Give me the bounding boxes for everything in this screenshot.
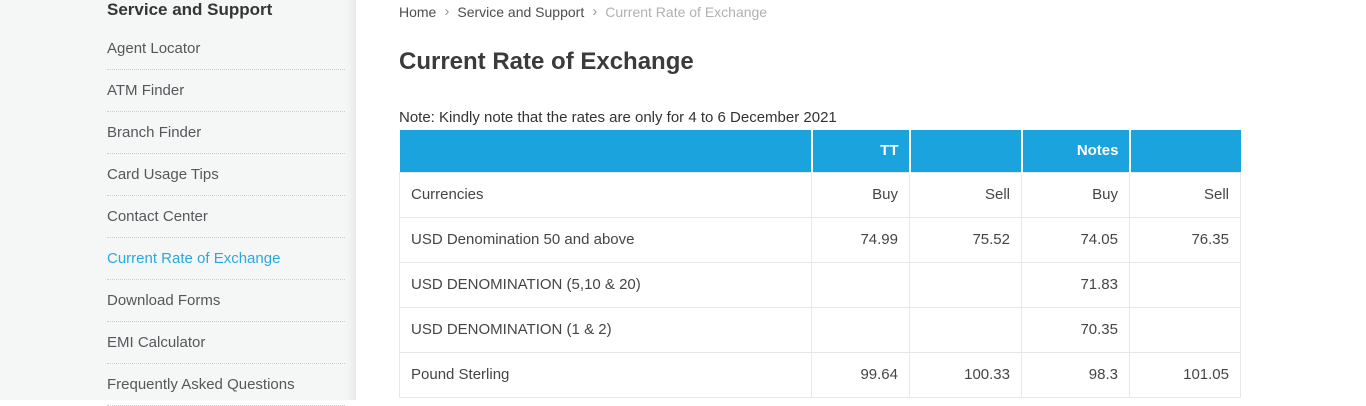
tt-buy-value: 99.64 bbox=[811, 351, 910, 398]
table-row-pound-sterling: Pound Sterling 99.64 100.33 98.3 101.05 bbox=[399, 351, 1241, 398]
notes-sell-value: 101.05 bbox=[1129, 351, 1241, 398]
exchange-rate-table: TT Notes Currencies Buy Sell Buy Sell US… bbox=[399, 130, 1241, 398]
sidebar-list: Agent Locator ATM Finder Branch Finder C… bbox=[107, 28, 345, 406]
tt-sell-value: 100.33 bbox=[909, 351, 1022, 398]
sidebar-item-contact-center[interactable]: Contact Center bbox=[107, 196, 345, 238]
notes-buy-value: 98.3 bbox=[1021, 351, 1130, 398]
subheader-notes-buy: Buy bbox=[1021, 171, 1130, 218]
sidebar: Service and Support Agent Locator ATM Fi… bbox=[0, 0, 356, 406]
sidebar-item-agent-locator[interactable]: Agent Locator bbox=[107, 28, 345, 70]
currency-label: USD Denomination 50 and above bbox=[399, 216, 812, 263]
currency-label: USD DENOMINATION (1 & 2) bbox=[399, 306, 812, 353]
tt-sell-value bbox=[909, 261, 1022, 308]
main-content: Home › Service and Support › Current Rat… bbox=[399, 0, 1241, 398]
tt-buy-value bbox=[811, 306, 910, 353]
rates-note: Note: Kindly note that the rates are onl… bbox=[399, 109, 837, 126]
notes-sell-value: 76.35 bbox=[1129, 216, 1241, 263]
notes-buy-value: 70.35 bbox=[1021, 306, 1130, 353]
table-row-usd-5-10-20: USD DENOMINATION (5,10 & 20) 71.83 bbox=[399, 261, 1241, 308]
notes-sell-value bbox=[1129, 261, 1241, 308]
header-tt: TT bbox=[810, 130, 910, 172]
breadcrumb: Home › Service and Support › Current Rat… bbox=[399, 3, 1240, 21]
page-title: Current Rate of Exchange bbox=[399, 48, 694, 75]
currency-label: Pound Sterling bbox=[399, 351, 812, 398]
breadcrumb-service-and-support[interactable]: Service and Support bbox=[457, 4, 585, 20]
tt-buy-value: 74.99 bbox=[811, 216, 910, 263]
sidebar-item-atm-finder[interactable]: ATM Finder bbox=[107, 70, 345, 112]
header-blank-1 bbox=[399, 130, 812, 172]
header-blank-2 bbox=[908, 130, 1022, 172]
breadcrumb-current-page: Current Rate of Exchange bbox=[605, 4, 768, 20]
sidebar-item-emi-calculator[interactable]: EMI Calculator bbox=[107, 322, 345, 364]
chevron-right-icon: › bbox=[444, 3, 450, 20]
currency-label: USD DENOMINATION (5,10 & 20) bbox=[399, 261, 812, 308]
sidebar-item-download-forms[interactable]: Download Forms bbox=[107, 280, 345, 322]
notes-sell-value bbox=[1129, 306, 1241, 353]
tt-buy-value bbox=[811, 261, 910, 308]
sidebar-title: Service and Support bbox=[107, 0, 273, 19]
tt-sell-value bbox=[909, 306, 1022, 353]
table-row-usd-1-2: USD DENOMINATION (1 & 2) 70.35 bbox=[399, 306, 1241, 353]
table-row-usd-50-and-above: USD Denomination 50 and above 74.99 75.5… bbox=[399, 216, 1241, 263]
chevron-right-icon: › bbox=[592, 3, 598, 20]
subheader-tt-sell: Sell bbox=[909, 171, 1022, 218]
notes-buy-value: 74.05 bbox=[1021, 216, 1130, 263]
header-notes: Notes bbox=[1020, 130, 1130, 172]
notes-buy-value: 71.83 bbox=[1021, 261, 1130, 308]
sidebar-item-branch-finder[interactable]: Branch Finder bbox=[107, 112, 345, 154]
table-subheader-row: Currencies Buy Sell Buy Sell bbox=[399, 171, 1241, 218]
subheader-currencies: Currencies bbox=[399, 171, 812, 218]
sidebar-item-card-usage-tips[interactable]: Card Usage Tips bbox=[107, 154, 345, 196]
sidebar-item-current-rate-of-exchange[interactable]: Current Rate of Exchange bbox=[107, 238, 345, 280]
table-header-row: TT Notes bbox=[399, 130, 1241, 172]
subheader-notes-sell: Sell bbox=[1129, 171, 1241, 218]
header-blank-3 bbox=[1128, 130, 1241, 172]
breadcrumb-home[interactable]: Home bbox=[399, 4, 437, 20]
tt-sell-value: 75.52 bbox=[909, 216, 1022, 263]
subheader-tt-buy: Buy bbox=[811, 171, 910, 218]
